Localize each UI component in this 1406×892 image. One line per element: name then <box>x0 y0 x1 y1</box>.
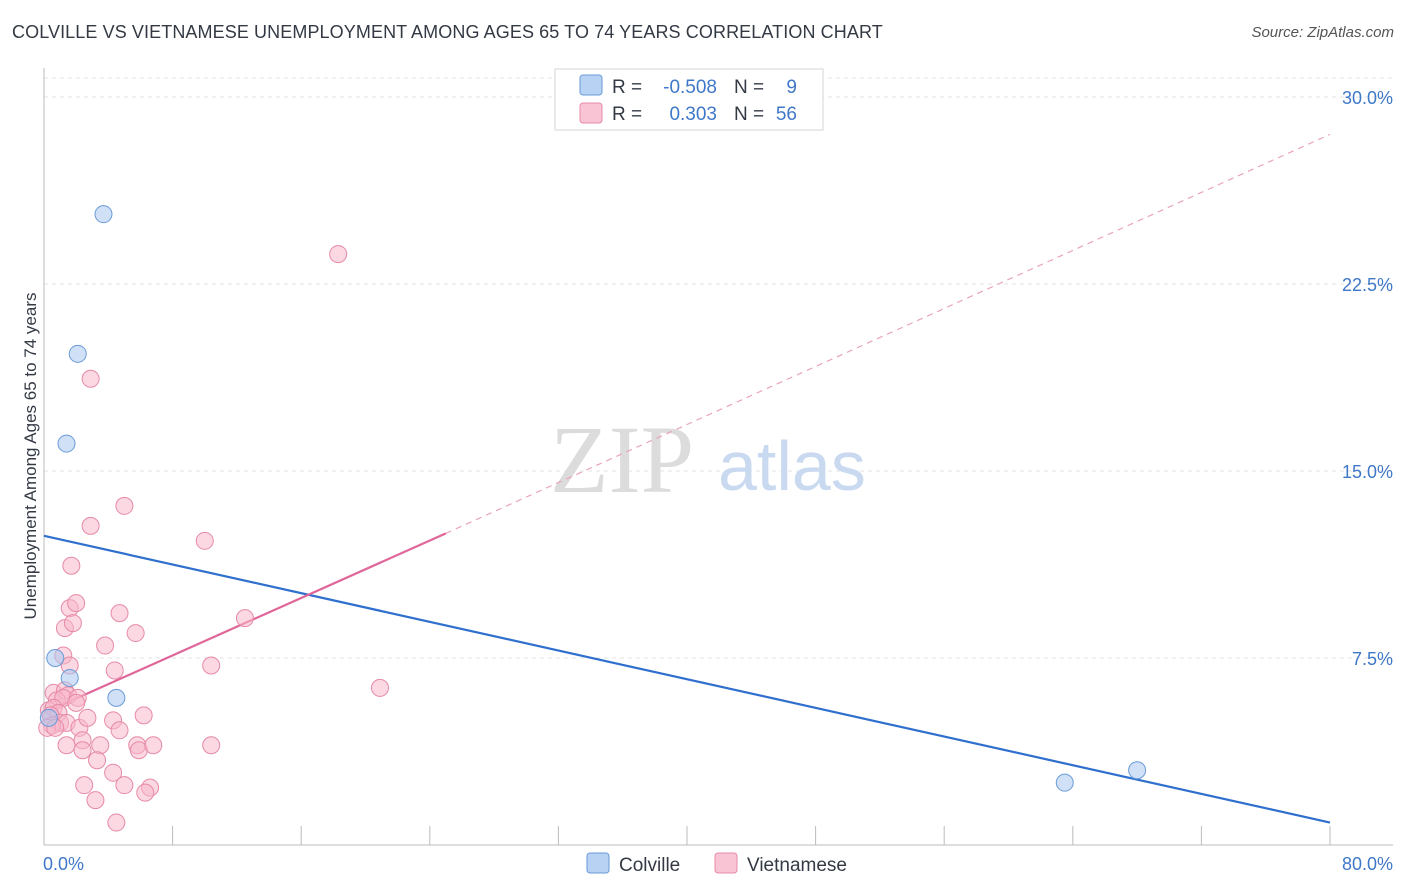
point-vietnamese-53 <box>136 783 155 802</box>
point-vietnamese-36 <box>78 708 97 727</box>
point-vietnamese-50 <box>75 776 94 795</box>
legend-n-label-vietnamese: N = <box>734 104 764 125</box>
bottom-legend-label-colville: Colville <box>619 855 680 876</box>
point-vietnamese-49 <box>104 763 123 782</box>
point-vietnamese-0 <box>329 245 348 264</box>
point-vietnamese-12 <box>126 624 145 643</box>
x-tick-labels: 0.0% 80.0% <box>43 854 1393 874</box>
point-vietnamese-54 <box>86 791 105 810</box>
legend-n-value-colville: 9 <box>786 77 797 98</box>
data-points <box>38 205 1147 832</box>
x-tick-label-min: 0.0% <box>43 854 84 874</box>
chart-source: Source: ZipAtlas.com <box>1251 24 1394 41</box>
legend-n-value-vietnamese: 56 <box>776 104 797 125</box>
x-tick-label-max: 80.0% <box>1342 854 1393 874</box>
gridlines <box>44 77 1393 659</box>
legend-r-value-colville: -0.508 <box>663 77 717 98</box>
series-legend: Colville Vietnamese <box>586 852 847 876</box>
point-vietnamese-42 <box>73 741 92 760</box>
point-colville-2 <box>57 434 76 453</box>
bottom-legend-swatch-colville <box>586 852 610 874</box>
point-vietnamese-51 <box>115 776 134 795</box>
point-vietnamese-18 <box>370 678 389 697</box>
point-vietnamese-25 <box>67 693 86 712</box>
legend-swatch-colville <box>579 74 603 96</box>
point-vietnamese-47 <box>202 736 221 755</box>
legend-n-label-colville: N = <box>734 77 764 98</box>
point-vietnamese-5 <box>62 556 81 575</box>
point-vietnamese-11 <box>63 614 82 633</box>
y-tick-labels: 7.5% 15.0% 22.5% 30.0% <box>1342 88 1393 669</box>
watermark: ZIP atlas <box>550 406 866 513</box>
point-colville-8 <box>39 708 58 727</box>
point-vietnamese-3 <box>81 516 100 535</box>
point-vietnamese-9 <box>235 609 254 628</box>
legend-r-value-vietnamese: 0.303 <box>669 104 717 125</box>
trend-line-vietnamese-extension <box>445 133 1331 534</box>
trend-line-colville <box>43 534 1331 824</box>
y-tick-label-3: 30.0% <box>1342 88 1393 108</box>
legend-r-label-colville: R = <box>612 77 642 98</box>
y-tick-label-1: 15.0% <box>1342 462 1393 482</box>
point-vietnamese-2 <box>115 496 134 515</box>
point-vietnamese-13 <box>96 636 115 655</box>
point-vietnamese-48 <box>88 751 107 770</box>
point-vietnamese-40 <box>57 736 76 755</box>
point-vietnamese-4 <box>195 531 214 550</box>
correlation-legend: R = -0.508 N = 9 R = 0.303 N = 56 <box>554 68 824 131</box>
point-vietnamese-39 <box>110 721 129 740</box>
bottom-legend-label-vietnamese: Vietnamese <box>747 855 847 876</box>
watermark-atlas: atlas <box>718 427 866 505</box>
point-colville-6 <box>1128 761 1147 780</box>
point-vietnamese-38 <box>134 706 153 725</box>
legend-r-label-vietnamese: R = <box>612 104 642 125</box>
point-vietnamese-43 <box>91 736 110 755</box>
point-vietnamese-46 <box>144 736 163 755</box>
point-colville-1 <box>68 344 87 363</box>
point-vietnamese-55 <box>107 813 126 832</box>
point-vietnamese-17 <box>202 656 221 675</box>
y-tick-label-0: 7.5% <box>1352 649 1393 669</box>
point-colville-7 <box>1055 773 1074 792</box>
point-colville-3 <box>46 649 65 667</box>
y-tick-label-2: 22.5% <box>1342 275 1393 295</box>
point-colville-4 <box>60 668 79 687</box>
point-vietnamese-16 <box>105 661 124 680</box>
point-colville-0 <box>94 205 113 224</box>
bottom-legend-swatch-vietnamese <box>714 852 738 874</box>
chart-title: COLVILLE VS VIETNAMESE UNEMPLOYMENT AMON… <box>12 22 883 42</box>
point-vietnamese-8 <box>110 604 129 623</box>
watermark-zip: ZIP <box>550 406 694 513</box>
y-axis-title: Unemployment Among Ages 65 to 74 years <box>21 293 40 620</box>
point-vietnamese-1 <box>81 369 100 388</box>
point-vietnamese-7 <box>67 594 86 613</box>
legend-swatch-vietnamese <box>579 102 603 124</box>
axes <box>43 68 1393 846</box>
point-colville-5 <box>107 688 126 707</box>
